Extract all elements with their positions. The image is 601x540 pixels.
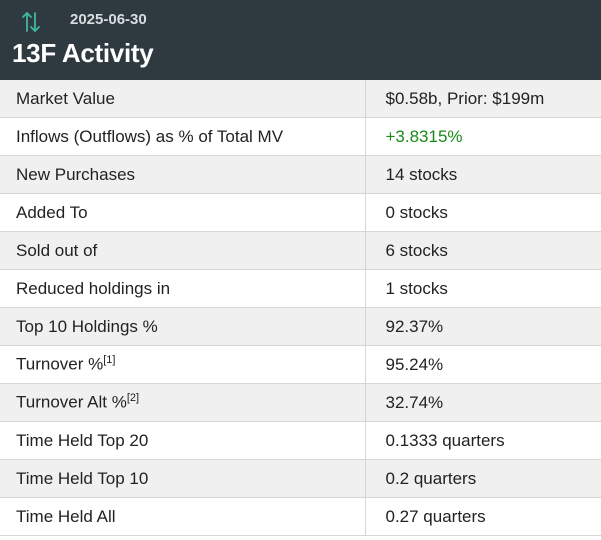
row-value: 32.74% [365,383,601,422]
table-row: Reduced holdings in 1 stocks [0,269,601,308]
row-label: Time Held All [0,497,366,536]
table-row: Time Held All 0.27 quarters [0,497,601,536]
table-row: Turnover %[1] 95.24% [0,345,601,384]
up-down-arrows-icon [22,12,40,32]
table-row: Added To 0 stocks [0,193,601,232]
header: 2025-06-30 13F Activity [0,0,601,80]
table-row: New Purchases 14 stocks [0,155,601,194]
footnote-link[interactable]: [2] [126,392,140,405]
row-label: Top 10 Holdings % [0,307,366,346]
row-value: 1 stocks [365,269,601,308]
table-row: Sold out of 6 stocks [0,231,601,270]
row-label: Turnover Alt %[2] [0,383,366,422]
row-value: 95.24% [365,345,601,384]
row-value: $0.58b, Prior: $199m [365,80,601,118]
table-row: Inflows (Outflows) as % of Total MV +3.8… [0,117,601,156]
row-value: 6 stocks [365,231,601,270]
row-value: 0.2 quarters [365,459,601,498]
row-value: 0.1333 quarters [365,421,601,460]
row-label: Turnover %[1] [0,345,366,384]
table-row: Top 10 Holdings % 92.37% [0,307,601,346]
page-title: 13F Activity [12,38,154,68]
row-label: New Purchases [0,155,366,194]
activity-table: Market Value $0.58b, Prior: $199m Inflow… [0,80,601,536]
row-value: 0.27 quarters [365,497,601,536]
row-value: 14 stocks [365,155,601,194]
footnote-link[interactable]: [1] [103,354,116,367]
report-date: 2025-06-30 [70,11,147,28]
row-label: Inflows (Outflows) as % of Total MV [0,117,366,156]
row-value: 92.37% [365,307,601,346]
row-label-text: Turnover Alt % [16,392,127,412]
row-value: 0 stocks [365,193,601,232]
row-label: Added To [0,193,366,232]
row-label-text: Turnover % [16,354,104,374]
row-label: Market Value [0,80,366,118]
table-row: Turnover Alt %[2] 32.74% [0,383,601,422]
row-label: Time Held Top 20 [0,421,366,460]
row-value: +3.8315% [365,117,601,156]
row-label: Sold out of [0,231,366,270]
table-row: Time Held Top 10 0.2 quarters [0,459,601,498]
table-row: Market Value $0.58b, Prior: $199m [0,80,601,118]
row-label: Reduced holdings in [0,269,366,308]
row-label: Time Held Top 10 [0,459,366,498]
table-row: Time Held Top 20 0.1333 quarters [0,421,601,460]
